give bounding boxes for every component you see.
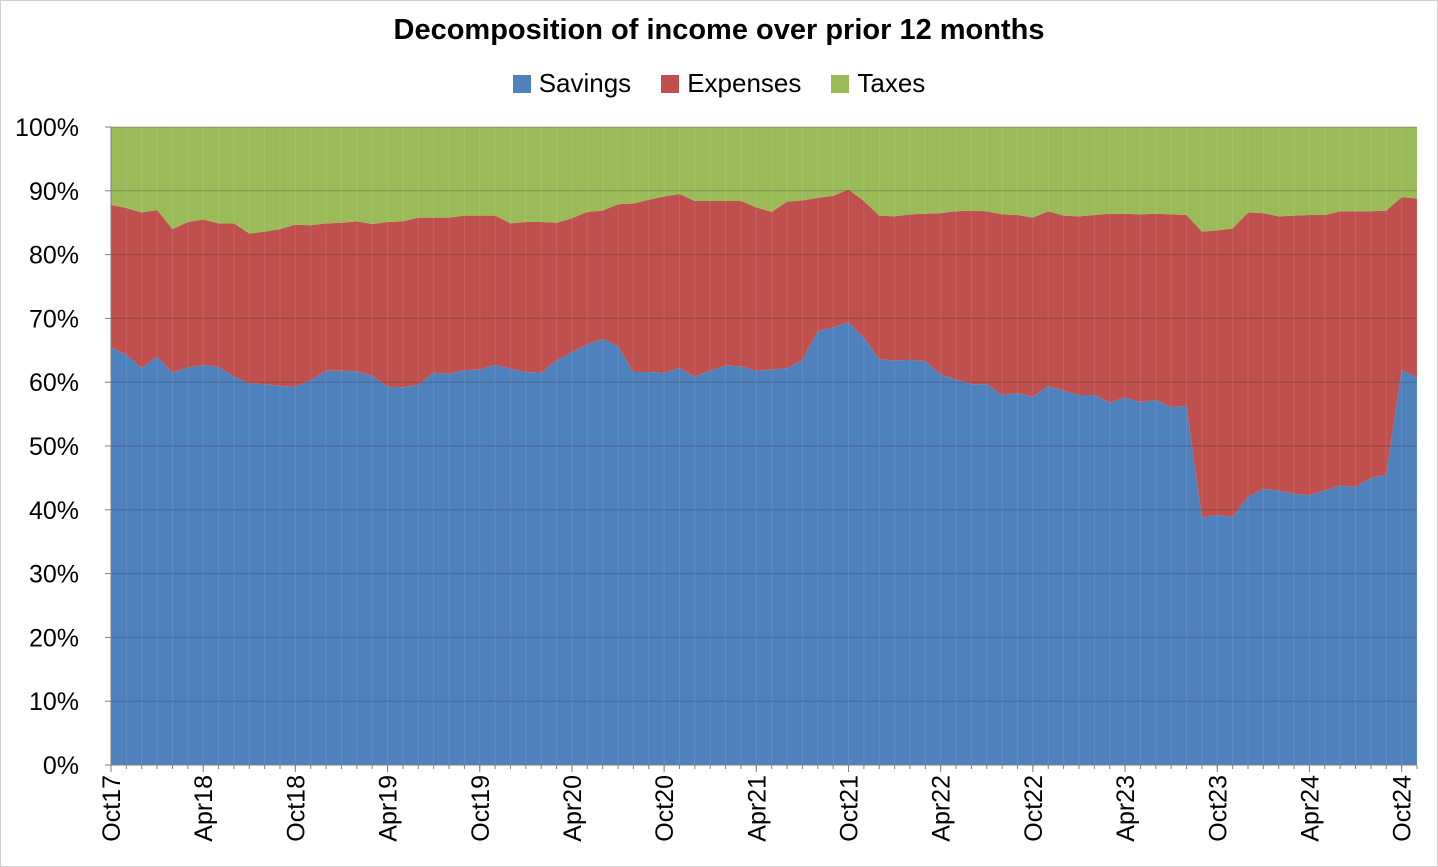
x-tick-label: Apr24 (1296, 775, 1324, 842)
y-tick-label: 10% (29, 688, 79, 716)
y-tick-label: 80% (29, 242, 79, 270)
y-tick-label: 50% (29, 433, 79, 461)
legend-label: Taxes (857, 68, 926, 98)
x-tick-label: Oct22 (1020, 775, 1048, 842)
y-tick-label: 40% (29, 497, 79, 525)
y-tick-label: 20% (29, 624, 79, 652)
x-tick-label: Oct20 (651, 775, 679, 842)
y-tick-label: 0% (43, 752, 79, 780)
x-tick-label: Oct24 (1389, 775, 1417, 842)
y-tick-label: 100% (15, 114, 79, 142)
legend-swatch (512, 74, 531, 93)
x-tick-label: Apr18 (190, 775, 218, 842)
legend-label: Savings (538, 68, 632, 98)
series-area-savings (111, 322, 1417, 765)
legend-item-expenses: Expenses (661, 68, 801, 99)
x-tick-label: Apr21 (743, 775, 771, 842)
x-tick-label: Apr22 (928, 775, 956, 842)
x-tick-label: Oct19 (467, 775, 495, 842)
y-tick-label: 70% (29, 305, 79, 333)
y-tick-label: 90% (29, 178, 79, 206)
legend: Savings Expenses Taxes (0, 68, 1438, 99)
series-area-taxes (111, 127, 1417, 234)
x-tick-label: Apr23 (1112, 775, 1140, 842)
chart-title: Decomposition of income over prior 12 mo… (393, 14, 1045, 46)
x-tick-label: Oct17 (98, 775, 126, 842)
y-tick-label: 30% (29, 561, 79, 589)
x-tick-label: Apr19 (375, 775, 403, 842)
legend-swatch (661, 74, 680, 93)
x-tick-label: Oct23 (1204, 775, 1232, 842)
legend-swatch (831, 74, 850, 93)
y-tick-label: 60% (29, 369, 79, 397)
x-tick-label: Oct18 (282, 775, 310, 842)
x-tick-label: Oct21 (836, 775, 864, 842)
x-tick-label: Apr20 (559, 775, 587, 842)
legend-label: Expenses (687, 68, 802, 98)
series-area-expenses (111, 189, 1417, 518)
legend-item-taxes: Taxes (831, 68, 925, 99)
legend-item-savings: Savings (512, 68, 632, 99)
